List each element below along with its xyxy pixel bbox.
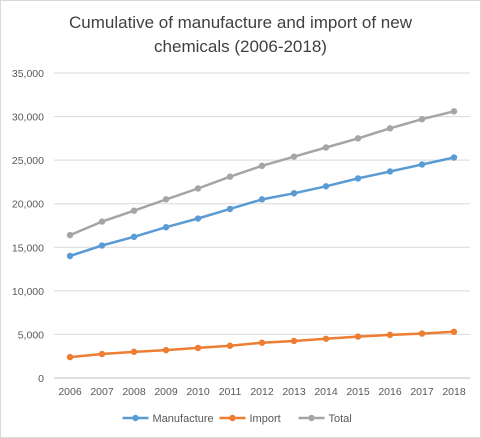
data-point-total [66,231,74,239]
data-point-total [194,185,202,192]
data-point-manufacture [194,215,202,222]
data-point-import [386,331,394,339]
data-point-total [226,173,234,180]
data-point-import [290,337,298,345]
data-point-total [450,108,458,115]
legend-label: Total [329,413,352,425]
chart-title-line-1: Cumulative of manufacture and import of … [68,13,412,32]
data-point-import [322,335,330,342]
y-tick-label: 30,000 [12,112,44,124]
data-point-manufacture [258,196,266,203]
x-tick-label: 2008 [122,386,146,398]
data-point-manufacture [418,161,426,168]
series-line-manufacture [69,156,455,258]
legend-label: Manufacture [153,413,214,425]
data-point-manufacture [354,175,362,182]
data-point-import [130,348,138,356]
x-tick-label: 2013 [282,386,306,398]
chart-title: Cumulative of manufacture and import of … [1,11,480,59]
data-point-import [354,333,362,340]
y-tick-label: 10,000 [12,286,44,298]
data-point-total [386,125,394,132]
data-point-import [194,344,202,352]
x-tick-label: 2017 [410,386,434,398]
x-tick-label: 2015 [346,386,370,398]
legend-swatch-marker [308,414,315,422]
data-point-manufacture [450,154,458,161]
data-point-manufacture [66,252,74,260]
y-tick-label: 35,000 [12,68,44,80]
y-tick-label: 15,000 [12,242,44,254]
data-point-manufacture [226,205,234,213]
data-point-manufacture [290,190,298,197]
y-tick-label: 20,000 [12,199,44,211]
x-tick-label: 2010 [186,386,210,398]
data-point-total [162,196,170,203]
x-tick-label: 2016 [378,386,402,398]
legend-label: Import [250,413,281,425]
data-point-manufacture [130,233,138,241]
data-point-total [98,218,106,225]
x-axis-ticks: 2006 2007 2008 2009 2010 2011 2012 2013 2014 2015… [58,386,466,398]
data-point-total [322,144,330,151]
data-point-manufacture [386,168,394,175]
y-tick-label: 25,000 [12,155,44,167]
legend-swatch-marker [132,414,139,422]
data-point-import [66,353,74,361]
x-tick-label: 2006 [58,386,82,398]
data-point-total [354,135,362,142]
legend-item-import: Import [219,413,281,425]
data-point-import [258,339,266,346]
x-tick-label: 2012 [250,386,274,398]
chart-title-line-2: chemicals (2006-2018) [154,37,327,56]
data-point-import [418,330,426,337]
y-tick-label: 5,000 [18,329,44,341]
legend: Manufacture Import Total [122,413,352,425]
data-point-manufacture [98,242,106,249]
data-point-total [130,207,138,214]
x-tick-label: 2007 [90,386,114,398]
legend-item-total: Total [298,413,352,425]
data-point-manufacture [322,183,330,190]
legend-swatch-marker [229,414,236,422]
data-point-import [98,350,106,358]
x-tick-label: 2018 [442,386,466,398]
series-manufacture [66,154,458,260]
data-point-total [418,115,426,123]
data-point-manufacture [162,224,170,231]
y-tick-label: 0 [38,373,44,385]
gridlines [54,72,470,379]
series-line-total [69,110,455,237]
series-lines [66,108,458,361]
data-point-import [450,328,458,336]
series-total [66,108,458,239]
x-tick-label: 2011 [219,386,242,398]
series-import [66,328,458,361]
data-point-total [290,153,298,160]
y-axis-ticks: 0 5,000 10,000 15,000 20,000 25,000 30,000 35,0… [12,68,44,385]
x-tick-label: 2014 [314,386,338,398]
x-tick-label: 2009 [154,386,178,398]
legend-item-manufacture: Manufacture [122,413,214,425]
data-point-import [226,342,234,349]
data-point-total [258,162,266,170]
data-point-import [162,346,170,354]
